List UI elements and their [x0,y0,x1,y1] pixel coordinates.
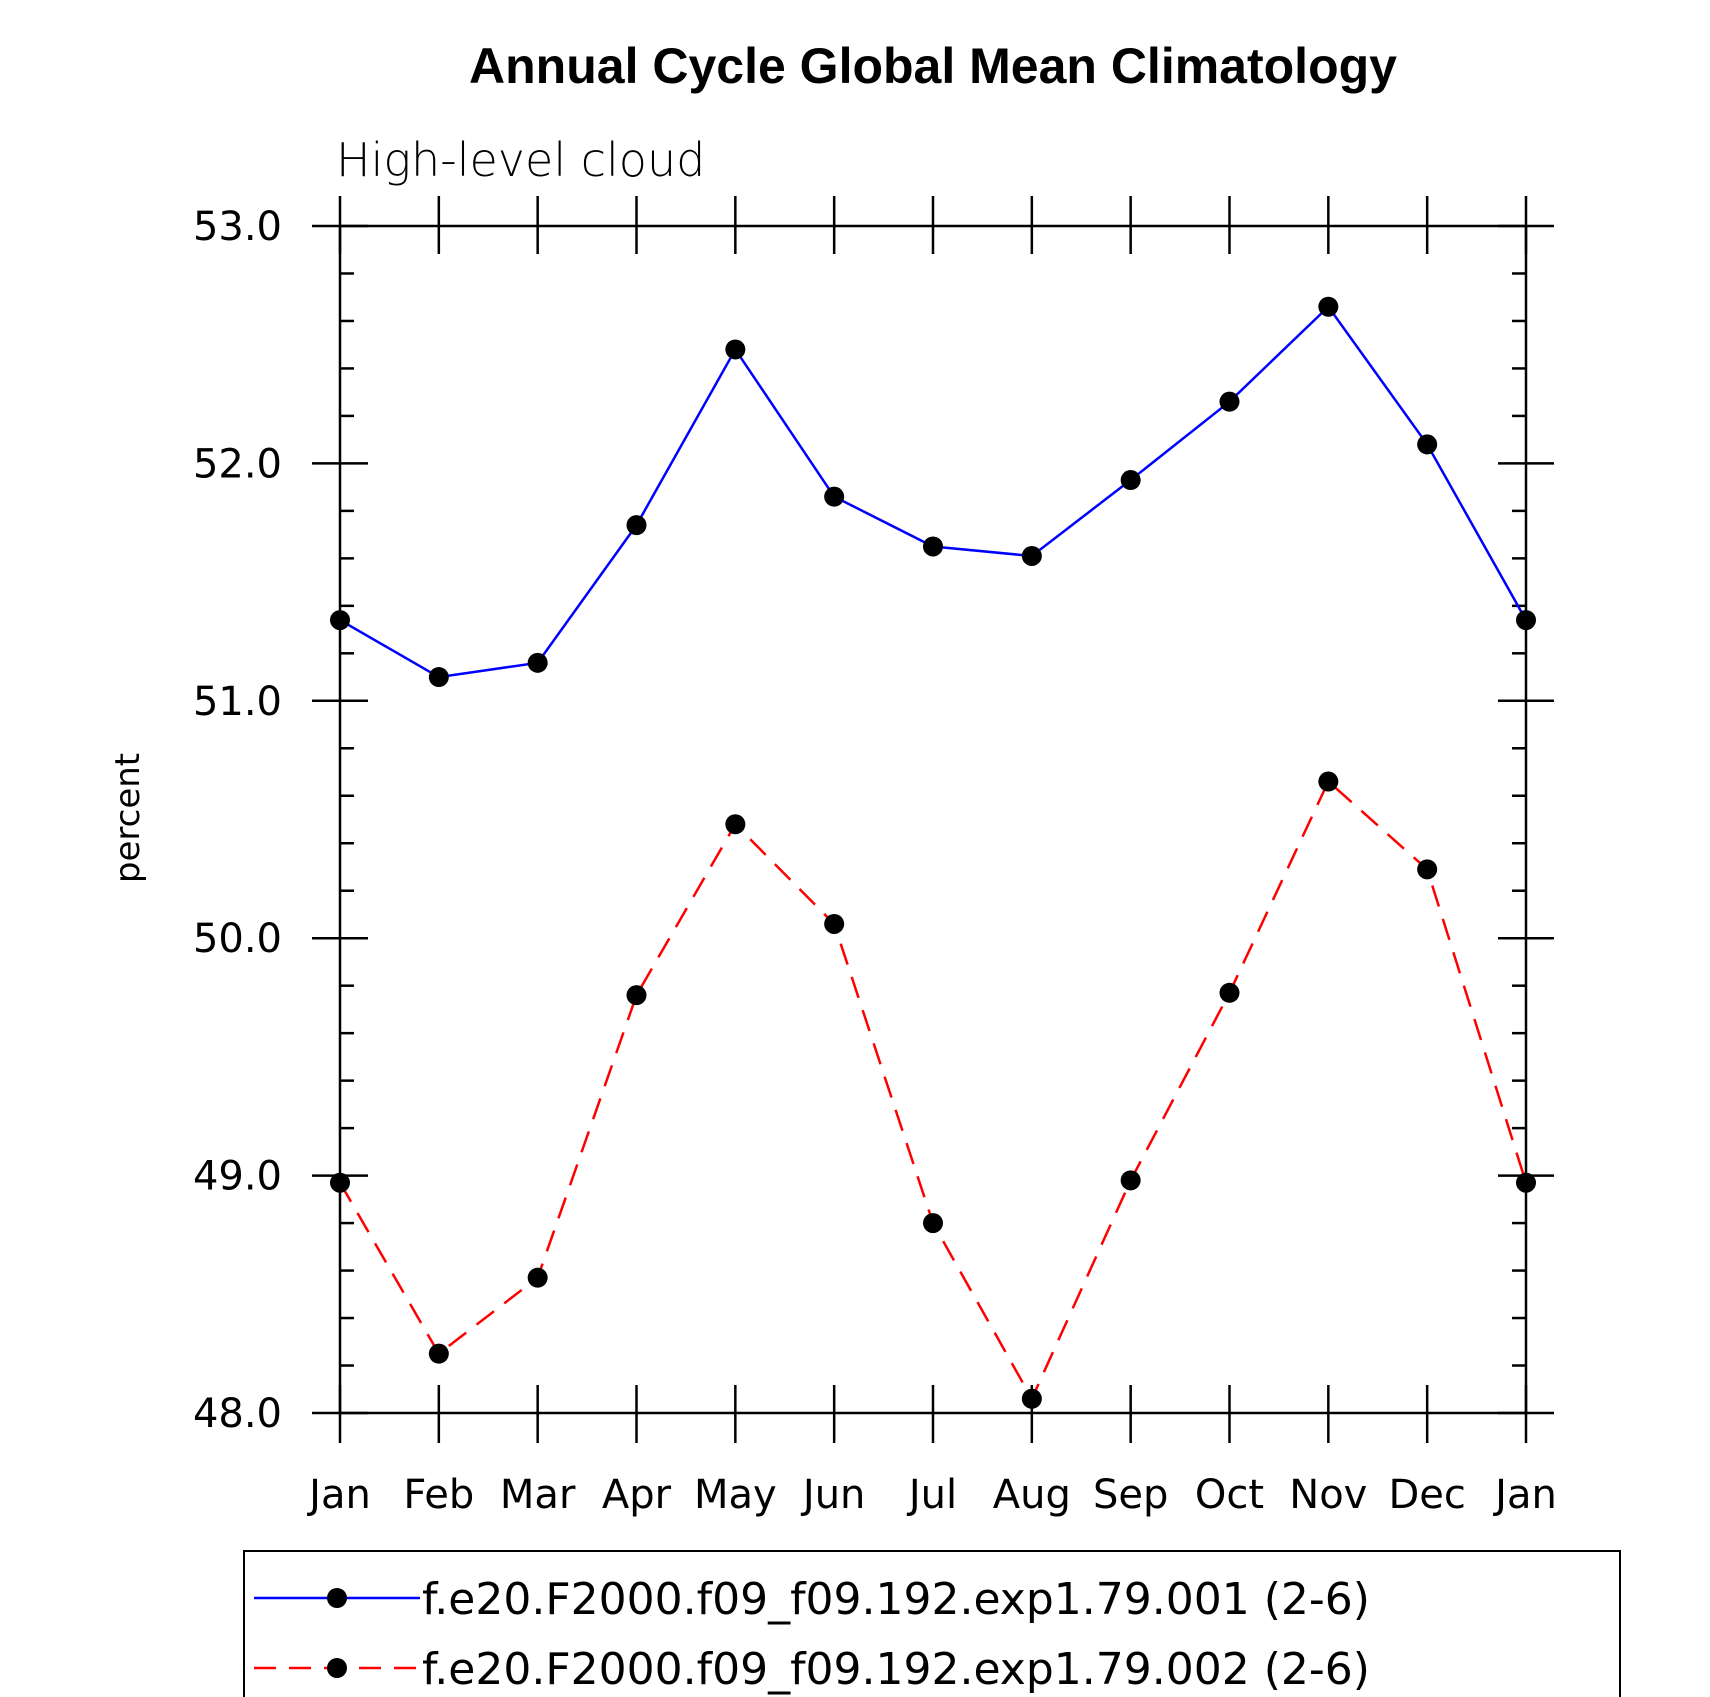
x-tick-label: Aug [993,1472,1071,1518]
x-tick-label: Jun [800,1472,866,1518]
x-tick-label: Mar [500,1472,576,1518]
data-point [1120,470,1141,491]
series-layer [330,296,1536,1409]
legend-label-1: f.e20.F2000.f09_f09.192.exp1.79.001 (2-6… [422,1574,1370,1625]
x-tick-label: Oct [1195,1472,1264,1518]
x-tick-label: Sep [1093,1472,1168,1518]
data-point [1120,1170,1141,1191]
legend-label-2: f.e20.F2000.f09_f09.192.exp1.79.002 (2-6… [422,1644,1370,1695]
x-tick-label: Apr [602,1472,672,1518]
data-point [527,1267,548,1288]
legend: f.e20.F2000.f09_f09.192.exp1.79.001 (2-6… [243,1550,1621,1697]
series-line-2 [338,779,1528,1402]
legend-box [243,1550,1621,1697]
x-tick-label: Jul [906,1472,957,1518]
legend-marker-1 [327,1588,347,1608]
y-tick-labels: 48.0 49.0 50.0 51.0 52.0 53.0 [193,204,282,1437]
x-tick-label: Dec [1388,1472,1465,1518]
chart-title: Annual Cycle Global Mean Climatology [469,38,1397,94]
data-point [626,515,647,536]
data-point [1417,434,1438,455]
data-point [428,1343,449,1364]
data-point [1318,296,1339,317]
x-tick-label: Nov [1289,1472,1367,1518]
data-point [923,1213,943,1234]
y-tick-label: 48.0 [193,1391,282,1437]
y-tick-label: 49.0 [193,1154,282,1200]
data-point [725,339,746,360]
y-tick-label: 50.0 [193,916,282,962]
data-point [1417,859,1438,880]
y-tick-label: 52.0 [193,441,282,487]
x-tick-label: Jan [1492,1472,1557,1518]
data-point [1021,1388,1042,1409]
x-tick-label: May [694,1472,777,1518]
data-point [428,667,449,688]
data-point [824,486,845,507]
y-axis-label: percent [108,753,148,883]
data-point [1318,771,1339,792]
data-point [923,536,943,557]
y-tick-label: 53.0 [193,204,282,250]
series-line-1 [339,304,1528,679]
data-point [527,652,548,673]
data-point [626,985,647,1006]
y-tick-label: 51.0 [193,679,282,725]
chart-subtitle: High-level cloud [336,133,705,187]
x-tick-label: Feb [403,1472,474,1518]
x-tick-labels: Jan Feb Mar Apr May Jun Jul Aug Sep Oct Nov Dec Jan [306,1472,1557,1518]
legend-marker-2 [327,1658,347,1678]
axis-ticks [312,196,1554,1443]
legend-items: f.e20.F2000.f09_f09.192.exp1.79.001 (2-6… [254,1574,1370,1695]
data-point [1219,391,1240,412]
data-point [1021,545,1042,566]
plot-frame [338,224,1528,1415]
data-point [725,814,746,835]
data-point [824,913,845,934]
x-tick-label: Jan [306,1472,371,1518]
data-point [1219,982,1240,1003]
